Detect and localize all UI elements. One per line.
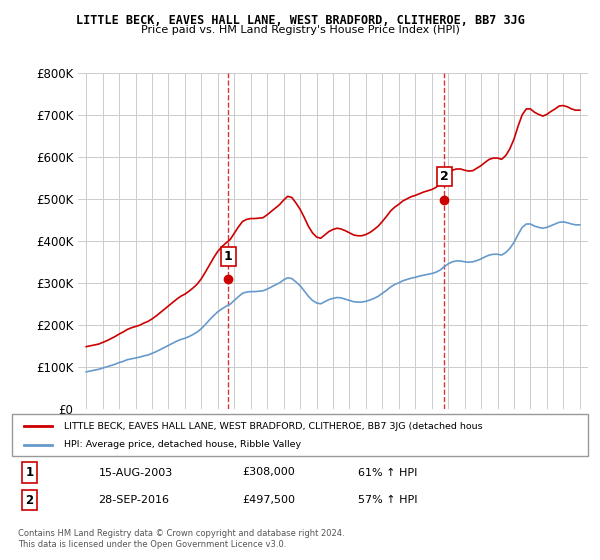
Text: LITTLE BECK, EAVES HALL LANE, WEST BRADFORD, CLITHEROE, BB7 3JG: LITTLE BECK, EAVES HALL LANE, WEST BRADF… xyxy=(76,14,524,27)
Text: 15-AUG-2003: 15-AUG-2003 xyxy=(98,468,173,478)
Text: HPI: Average price, detached house, Ribble Valley: HPI: Average price, detached house, Ribb… xyxy=(64,440,301,449)
Text: This data is licensed under the Open Government Licence v3.0.: This data is licensed under the Open Gov… xyxy=(18,540,286,549)
Text: LITTLE BECK, EAVES HALL LANE, WEST BRADFORD, CLITHEROE, BB7 3JG (detached hous: LITTLE BECK, EAVES HALL LANE, WEST BRADF… xyxy=(64,422,482,431)
Text: Price paid vs. HM Land Registry's House Price Index (HPI): Price paid vs. HM Land Registry's House … xyxy=(140,25,460,35)
Text: 1: 1 xyxy=(224,250,232,263)
Text: Contains HM Land Registry data © Crown copyright and database right 2024.: Contains HM Land Registry data © Crown c… xyxy=(18,529,344,538)
Text: 2: 2 xyxy=(25,494,34,507)
Text: 2: 2 xyxy=(440,170,448,183)
Text: 61% ↑ HPI: 61% ↑ HPI xyxy=(358,468,417,478)
Text: 28-SEP-2016: 28-SEP-2016 xyxy=(98,495,169,505)
Text: 57% ↑ HPI: 57% ↑ HPI xyxy=(358,495,417,505)
Text: £497,500: £497,500 xyxy=(242,495,295,505)
FancyBboxPatch shape xyxy=(12,414,588,456)
Text: £308,000: £308,000 xyxy=(242,468,295,478)
Text: 1: 1 xyxy=(25,466,34,479)
